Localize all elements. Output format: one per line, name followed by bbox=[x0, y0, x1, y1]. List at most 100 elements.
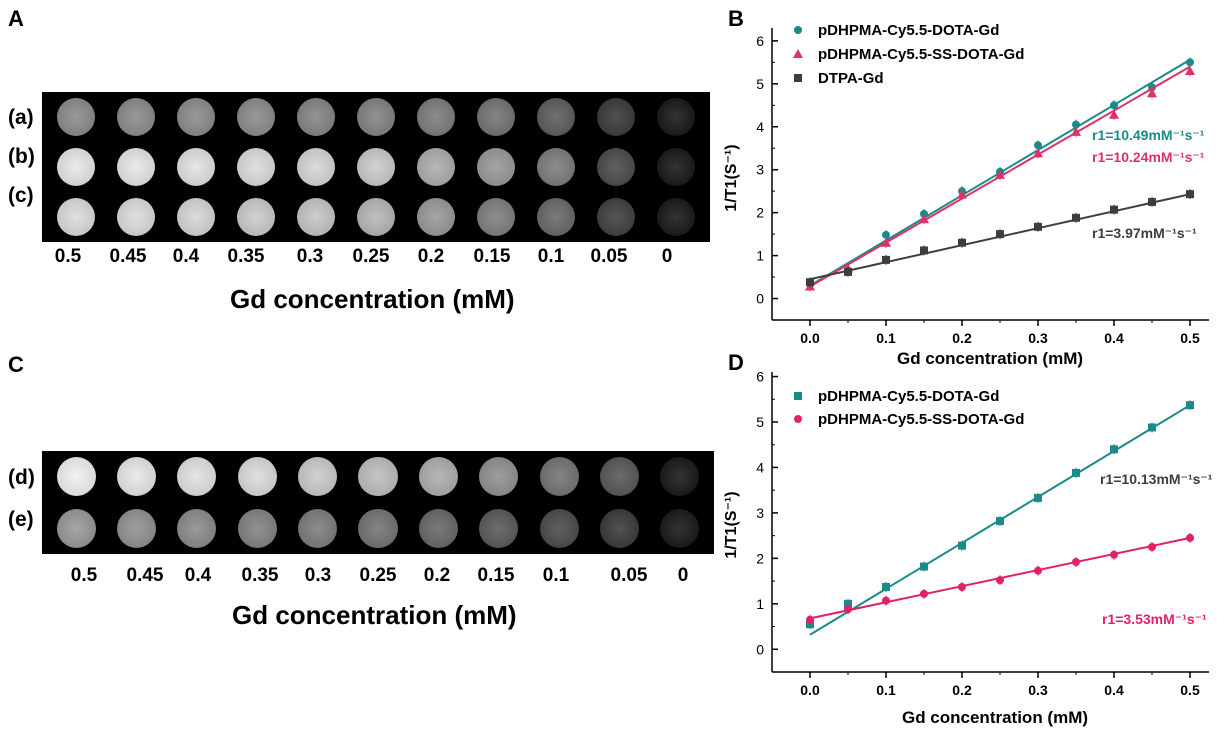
y-tick-label: 3 bbox=[756, 505, 764, 521]
phantom-well bbox=[297, 148, 335, 186]
row-label: (a) bbox=[8, 106, 34, 129]
phantom-well bbox=[237, 508, 277, 548]
x-axis-label: Gd concentration (mM) bbox=[897, 349, 1083, 368]
y-tick-label: 2 bbox=[756, 205, 764, 221]
legend-label: pDHPMA-Cy5.5-SS-DOTA-Gd bbox=[818, 46, 1024, 63]
concentration-label: 0.5 bbox=[70, 565, 98, 586]
phantom-well bbox=[537, 98, 575, 136]
phantom-well bbox=[177, 198, 215, 236]
data-point bbox=[1072, 120, 1080, 129]
y-tick-label: 3 bbox=[756, 162, 764, 178]
phantom-well bbox=[417, 198, 455, 236]
mri-image-panel-a bbox=[42, 92, 710, 242]
phantom-well bbox=[117, 198, 155, 236]
data-point bbox=[995, 169, 1005, 179]
concentration-label: 0.05 bbox=[610, 565, 648, 586]
phantom-well bbox=[116, 457, 157, 497]
data-point bbox=[1034, 493, 1042, 502]
x-tick-label: 0.5 bbox=[1180, 330, 1200, 346]
y-axis-label: 1/T1(S⁻¹) bbox=[723, 144, 740, 211]
phantom-well bbox=[597, 98, 635, 136]
phantom-well bbox=[298, 457, 338, 497]
phantom-well bbox=[237, 198, 275, 236]
phantom-well bbox=[358, 508, 398, 548]
r1-annotation: r1=3.53mM⁻¹s⁻¹ bbox=[1102, 611, 1207, 627]
row-label: (c) bbox=[8, 184, 34, 207]
data-point bbox=[882, 255, 890, 264]
data-point bbox=[882, 583, 890, 591]
phantom-well bbox=[177, 457, 217, 497]
phantom-well bbox=[237, 98, 275, 136]
concentration-label: 0.45 bbox=[126, 565, 164, 586]
data-point bbox=[920, 246, 928, 255]
phantom-well bbox=[297, 198, 335, 236]
phantom-well bbox=[298, 508, 338, 548]
phantom-well bbox=[657, 148, 695, 186]
row-label: (b) bbox=[8, 145, 35, 168]
x-tick-label: 0.1 bbox=[876, 330, 896, 346]
phantom-well bbox=[539, 508, 579, 548]
phantom-well bbox=[477, 148, 515, 186]
data-point bbox=[844, 605, 852, 614]
legend-marker bbox=[794, 74, 802, 82]
x-tick-label: 0.0 bbox=[800, 682, 820, 698]
phantom-well bbox=[177, 148, 215, 186]
panel-label-c: C bbox=[8, 352, 24, 377]
x-tick-label: 0.2 bbox=[952, 330, 972, 346]
phantom-well bbox=[57, 98, 95, 136]
row-label: (d) bbox=[8, 466, 35, 489]
concentration-label: 0.15 bbox=[477, 565, 515, 586]
data-point bbox=[1033, 148, 1043, 158]
mri-image-panel-c bbox=[42, 451, 714, 554]
r1-annotation: r1=10.13mM⁻¹s⁻¹ bbox=[1100, 471, 1213, 487]
data-point bbox=[882, 596, 890, 605]
phantom-well bbox=[418, 457, 458, 497]
data-point bbox=[958, 238, 966, 247]
phantom-well bbox=[537, 148, 575, 186]
data-point bbox=[996, 517, 1004, 526]
data-point bbox=[1186, 401, 1194, 410]
phantom-well bbox=[57, 198, 95, 236]
concentration-label: 0.1 bbox=[537, 246, 565, 267]
phantom-well bbox=[657, 98, 695, 136]
concentration-label: 0.45 bbox=[109, 246, 147, 267]
data-point bbox=[882, 230, 890, 239]
phantom-well bbox=[597, 198, 635, 236]
x-tick-label: 0.3 bbox=[1028, 330, 1048, 346]
phantom-well bbox=[56, 508, 96, 548]
y-axis-label: 1/T1(S⁻¹) bbox=[723, 491, 740, 558]
phantom-well bbox=[237, 457, 277, 497]
data-point bbox=[920, 562, 928, 571]
r1-annotation: r1=3.97mM⁻¹s⁻¹ bbox=[1092, 225, 1197, 241]
concentration-label: 0 bbox=[677, 565, 689, 586]
x-tick-label: 0.3 bbox=[1028, 682, 1048, 698]
phantom-well bbox=[417, 98, 455, 136]
x-tick-label: 0.4 bbox=[1104, 330, 1124, 346]
concentration-label: 0.15 bbox=[473, 246, 511, 267]
data-point bbox=[1186, 533, 1194, 542]
concentration-label: 0.4 bbox=[172, 246, 200, 267]
phantom-well bbox=[237, 148, 275, 186]
x-axis-label: Gd concentration (mM) bbox=[902, 708, 1088, 727]
y-tick-label: 6 bbox=[756, 33, 764, 49]
phantom-well bbox=[477, 98, 515, 136]
data-point bbox=[1034, 222, 1042, 231]
legend-label: pDHPMA-Cy5.5-DOTA-Gd bbox=[818, 388, 999, 405]
data-point bbox=[1110, 205, 1118, 214]
data-point bbox=[806, 615, 814, 624]
phantom-well bbox=[117, 98, 155, 136]
concentration-label: 0.5 bbox=[54, 246, 82, 267]
phantom-well bbox=[297, 98, 335, 136]
phantom-well bbox=[357, 148, 395, 186]
phantom-well bbox=[358, 457, 398, 497]
gd-concentration-title-a: Gd concentration (mM) bbox=[230, 284, 515, 314]
data-point bbox=[1072, 558, 1080, 566]
phantom-well bbox=[479, 457, 519, 497]
data-point bbox=[958, 541, 966, 550]
y-tick-label: 2 bbox=[756, 550, 764, 566]
legend-marker bbox=[794, 392, 802, 400]
concentration-label: 0.4 bbox=[184, 565, 212, 586]
phantom-well bbox=[418, 508, 458, 548]
legend-marker bbox=[794, 415, 802, 423]
